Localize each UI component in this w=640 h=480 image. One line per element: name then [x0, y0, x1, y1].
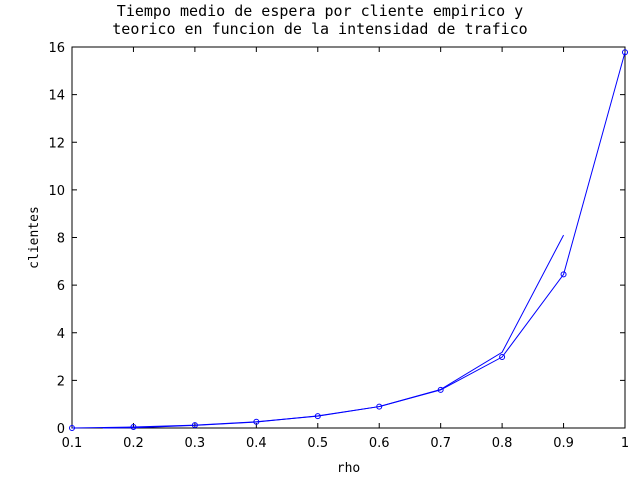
x-tick-label: 0.6	[369, 436, 390, 451]
series-group	[69, 49, 628, 431]
series-line-1	[102, 234, 564, 429]
series-line-2	[71, 52, 626, 429]
x-tick-label: 0.2	[123, 436, 144, 451]
x-tick-label: 0.8	[492, 436, 513, 451]
data-point	[253, 418, 260, 425]
x-tick-label: 0.4	[246, 436, 267, 451]
y-tick-label: 10	[48, 184, 65, 199]
data-point	[560, 271, 567, 278]
data-point	[314, 413, 321, 420]
data-point	[376, 403, 383, 410]
y-axis-label: clientes	[27, 206, 42, 269]
x-tick-label: 0.9	[553, 436, 574, 451]
chart-title-line-2: teorico en funcion de la intensidad de t…	[112, 20, 528, 38]
y-tick-label: 4	[57, 327, 65, 342]
y-tick-label: 2	[57, 374, 65, 389]
x-tick-label: 0.3	[185, 436, 206, 451]
y-tick-label: 0	[57, 422, 65, 437]
y-tick-label: 6	[57, 279, 65, 294]
x-axis-label: rho	[337, 461, 360, 476]
x-tick-label: 1	[621, 436, 629, 451]
plot-frame	[71, 46, 626, 429]
axis-ticks: 0.1 0.2 0.3 0.4 0.5 0.6 0.7 0.8 0.9 1024681012141…	[48, 41, 629, 451]
y-tick-label: 14	[48, 89, 65, 104]
y-tick-label: 12	[48, 136, 65, 151]
x-tick-label: 0.1	[62, 436, 83, 451]
y-tick-label: 8	[57, 232, 65, 247]
chart-title-line-1: Tiempo medio de espera por cliente empir…	[116, 2, 524, 20]
data-point	[499, 354, 506, 361]
data-point	[69, 425, 75, 431]
x-tick-label: 0.5	[307, 436, 328, 451]
data-point	[130, 424, 137, 431]
data-point	[191, 422, 198, 429]
y-tick-label: 16	[48, 41, 65, 56]
data-point	[437, 386, 444, 393]
x-tick-label: 0.7	[430, 436, 451, 451]
data-point	[622, 49, 628, 56]
